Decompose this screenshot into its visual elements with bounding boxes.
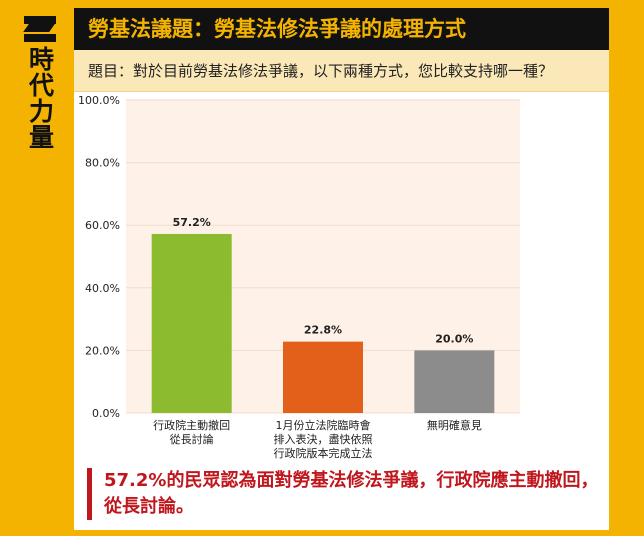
chart-title: 勞基法議題：勞基法修法爭議的處理方式 (74, 8, 609, 50)
brand-logo: 時代力量 (20, 14, 60, 150)
y-tick-label: 20.0% (85, 344, 120, 357)
bar (151, 233, 232, 413)
chart-card: 勞基法議題：勞基法修法爭議的處理方式 題目：對於目前勞基法修法爭議，以下兩種方式… (74, 8, 609, 530)
survey-question: 題目：對於目前勞基法修法爭議，以下兩種方式，您比較支持哪一種？ (74, 50, 609, 92)
bar (283, 341, 363, 413)
y-tick-label: 80.0% (85, 157, 120, 170)
summary-text: 57.2%的民眾認為面對勞基法修法爭議，行政院應主動撤回，從長討論。 (87, 468, 616, 520)
bar-chart: 0.0% 20.0% 40.0% 60.0% 80.0% 100.0% 57.2% 行政院主動… (78, 94, 520, 460)
brand-mark-icon (22, 14, 58, 44)
brand-name: 時代力量 (25, 46, 55, 150)
data-label: 22.8% (304, 324, 342, 337)
x-tick-label: 無明確意見 (427, 418, 482, 432)
y-tick-label: 60.0% (85, 219, 120, 232)
bar (414, 350, 495, 413)
x-tick-label: 1月份立法院臨時會排入表決，盡快依照行政院版本完成立法 (274, 418, 373, 460)
x-tick-label: 行政院主動撤回從長討論 (153, 418, 230, 446)
data-label: 20.0% (435, 332, 473, 345)
y-tick-label: 100.0% (78, 94, 120, 107)
y-tick-label: 0.0% (92, 407, 120, 420)
data-label: 57.2% (173, 216, 211, 229)
y-tick-label: 40.0% (85, 282, 120, 295)
